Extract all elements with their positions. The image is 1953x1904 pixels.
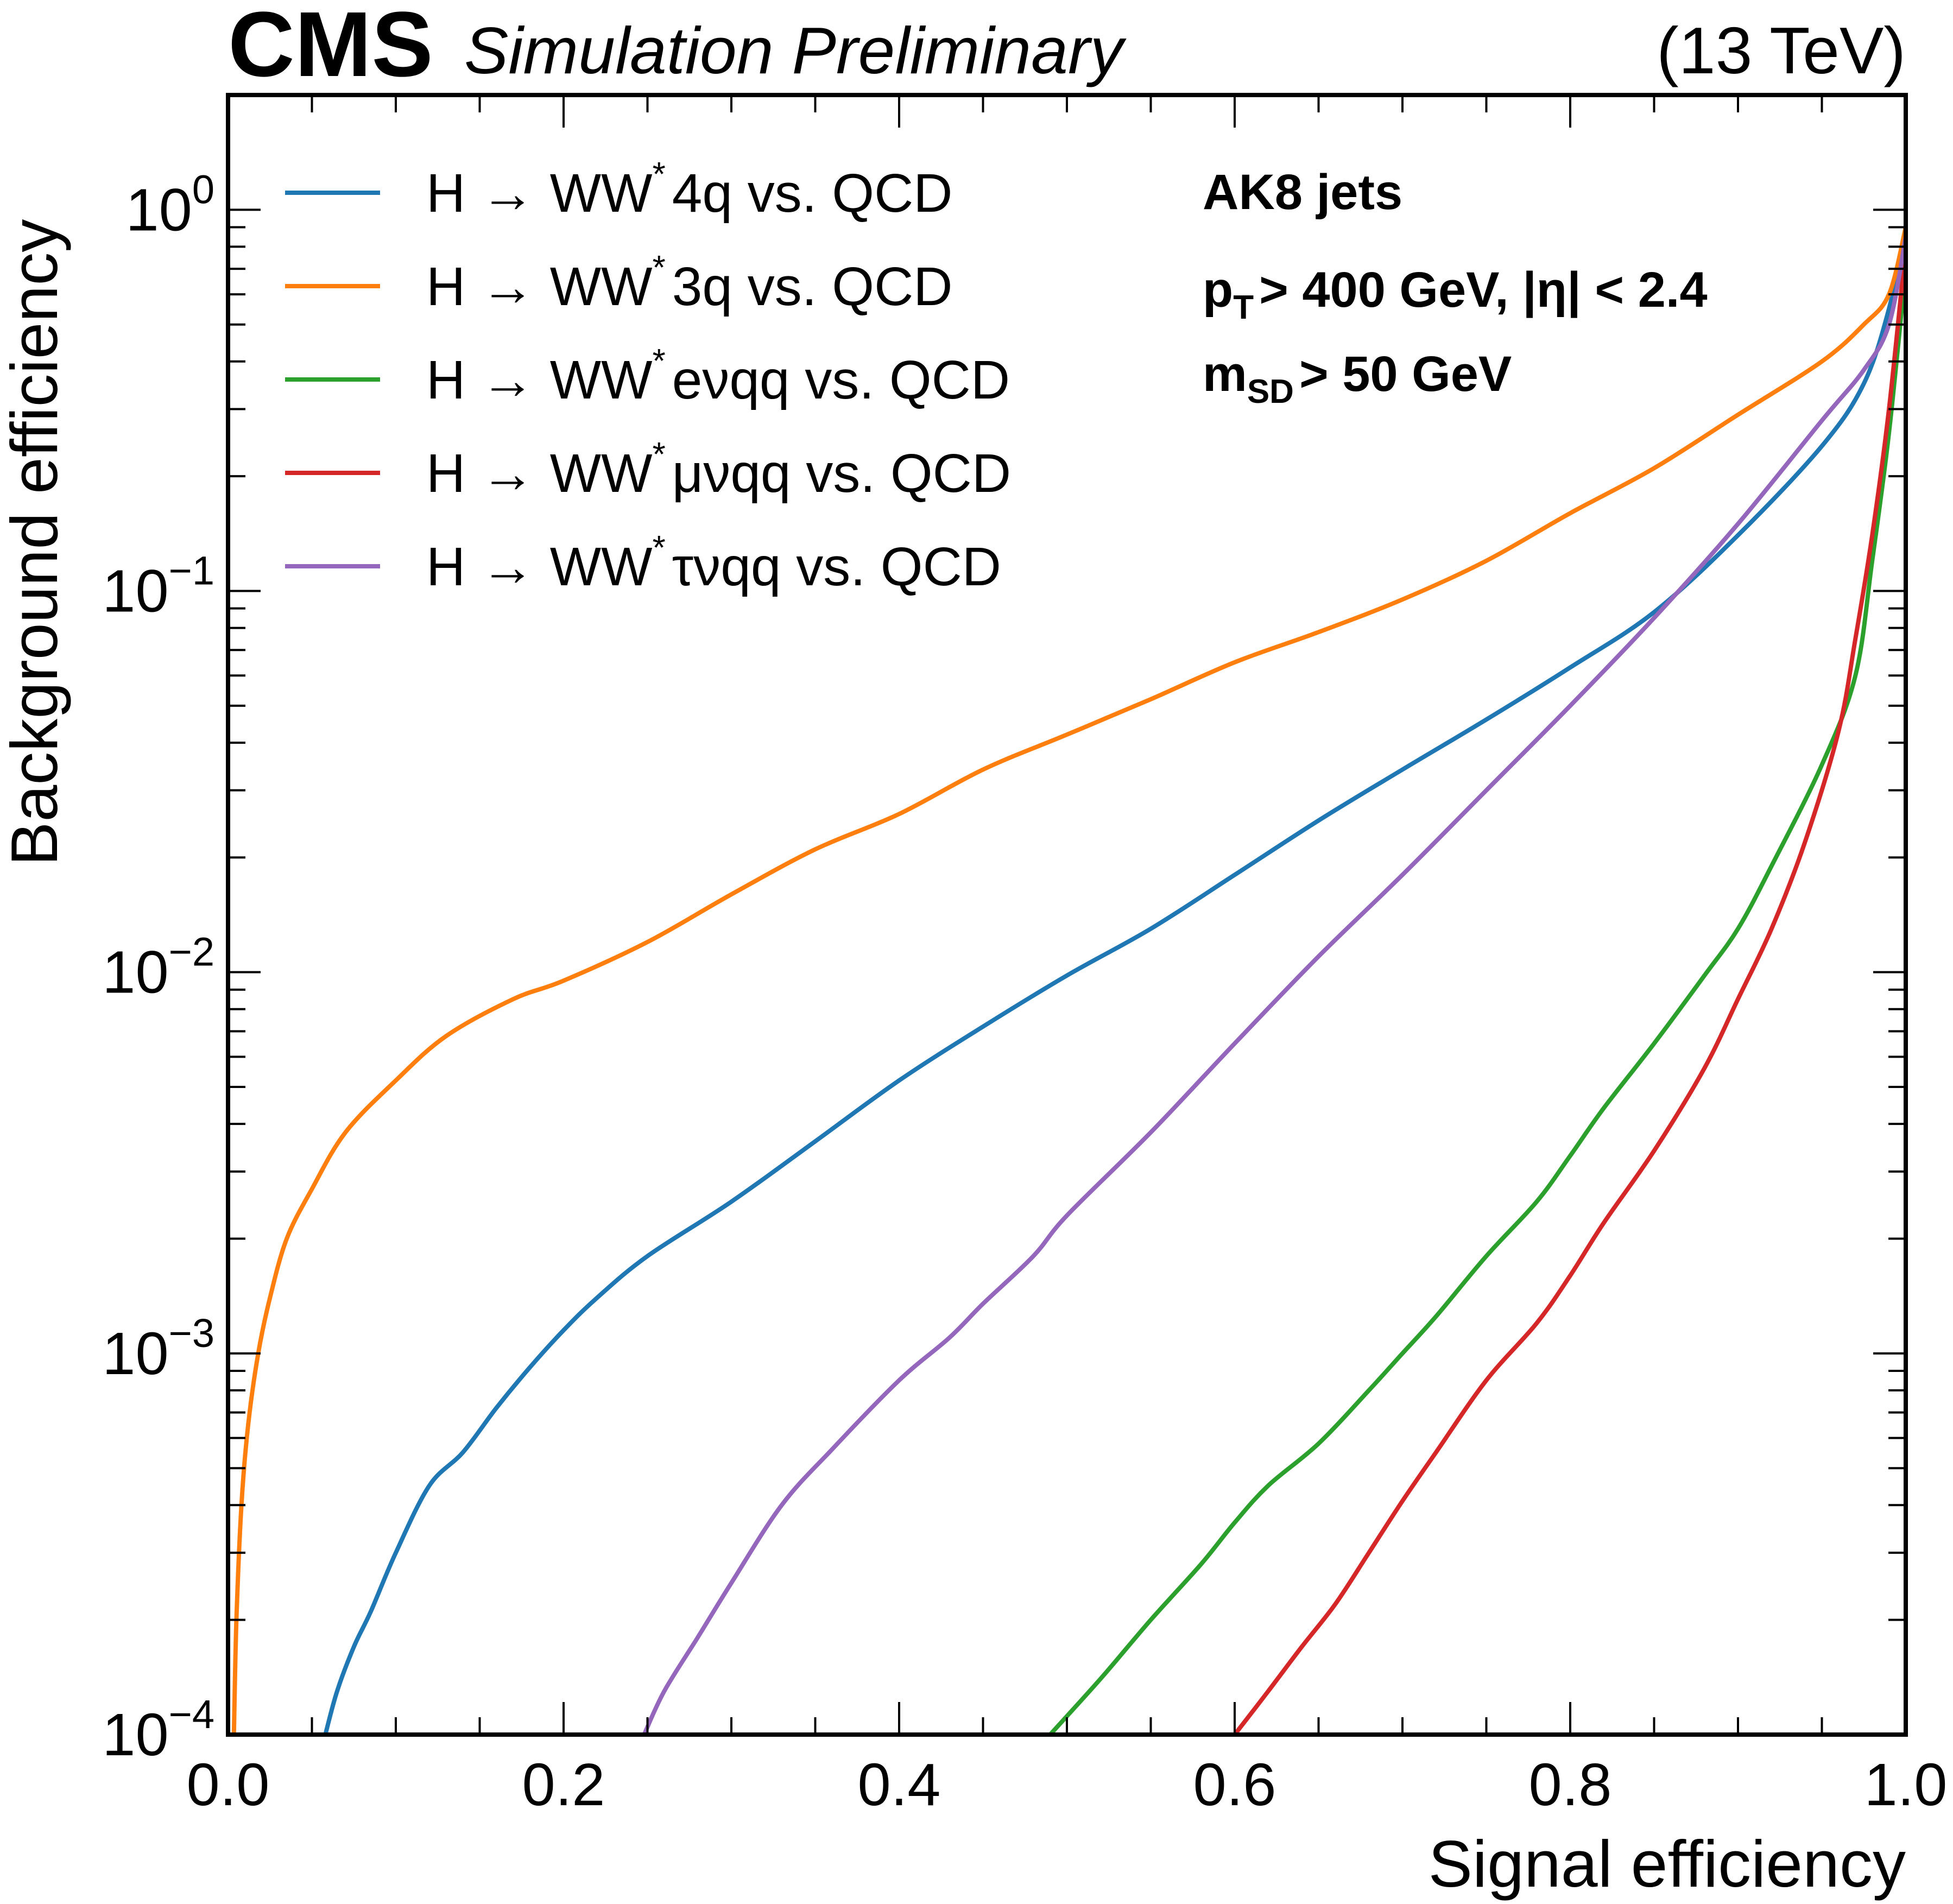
y-tick-exponent: −2 — [169, 929, 214, 975]
curves-group — [231, 226, 1906, 1735]
x-tick-label: 0.6 — [1193, 1751, 1276, 1818]
x-tick-label: 0.0 — [187, 1751, 270, 1818]
legend-suffix: 4q vs. QCD — [672, 163, 953, 224]
x-tick-label: 0.2 — [522, 1751, 605, 1818]
legend-entry-0: H → WW* 4q vs. QCD — [426, 156, 953, 224]
plot-frame — [226, 93, 1908, 1737]
legend-star: * — [653, 156, 666, 193]
x-tick-label: 1.0 — [1864, 1751, 1948, 1818]
y-tick-label: 100 — [125, 167, 214, 243]
msd-subscript: SD — [1247, 373, 1294, 410]
legend-prefix: H → WW — [426, 256, 653, 317]
msd-cut-annotation: mSD > 50 GeV — [1203, 346, 1512, 410]
legend-entry-2: H → WW* eνqq vs. QCD — [426, 343, 1010, 410]
legend-prefix: H → WW — [426, 536, 653, 597]
curve-series-0 — [323, 226, 1906, 1735]
legend-entry-1: H → WW* 3q vs. QCD — [426, 249, 953, 317]
curve-series-3 — [1233, 246, 1906, 1735]
y-tick-base: 10 — [125, 176, 192, 243]
msd-cut-text: > 50 GeV — [1299, 346, 1512, 402]
ticks-group — [227, 94, 1907, 1736]
legend-star: * — [653, 529, 666, 567]
legend-entry-3: H → WW* μνqq vs. QCD — [426, 436, 1011, 504]
legend-prefix: H → WW — [426, 443, 653, 504]
curve-series-1 — [231, 226, 1906, 1735]
x-tick-label: 0.8 — [1529, 1751, 1612, 1818]
curve-series-2 — [1048, 268, 1906, 1735]
y-tick-base: 10 — [102, 1320, 168, 1387]
y-tick-base: 10 — [102, 939, 168, 1006]
legend-prefix: H → WW — [426, 350, 653, 410]
y-tick-exponent: −1 — [169, 548, 214, 593]
legend-star: * — [653, 249, 666, 287]
legend-entry-4: H → WW* τνqq vs. QCD — [426, 529, 1001, 597]
legend-prefix: H → WW — [426, 163, 653, 224]
y-tick-base: 10 — [102, 1701, 168, 1768]
y-axis-label: Background efficiency — [0, 219, 71, 866]
pt-symbol: p — [1203, 262, 1233, 318]
y-tick-label: 10−2 — [102, 929, 214, 1006]
y-tick-label: 10−3 — [102, 1311, 214, 1387]
curve-series-4 — [642, 236, 1906, 1735]
x-tick-label: 0.4 — [858, 1751, 941, 1818]
y-tick-base: 10 — [102, 558, 168, 625]
pt-subscript: T — [1233, 289, 1254, 326]
pt-cut-text: > 400 GeV, |η| < 2.4 — [1259, 262, 1708, 318]
x-axis-label: Signal efficiency — [1429, 1827, 1906, 1901]
legend-suffix: τνqq vs. QCD — [672, 536, 1001, 597]
jets-annotation: AK8 jets — [1203, 165, 1402, 220]
y-tick-exponent: −3 — [169, 1311, 214, 1356]
y-tick-exponent: −4 — [169, 1692, 214, 1737]
y-tick-label: 10−4 — [102, 1692, 214, 1768]
legend-suffix: μνqq vs. QCD — [672, 443, 1011, 504]
y-tick-label: 10−1 — [102, 548, 214, 625]
x-tick-labels: 0.0 0.2 0.4 0.6 0.8 1.0 — [187, 1751, 1948, 1818]
legend-star: * — [653, 343, 666, 380]
energy-label: (13 TeV) — [1657, 14, 1906, 87]
msd-symbol: m — [1203, 346, 1247, 402]
status-label: Simulation Preliminary — [464, 14, 1127, 87]
experiment-label: CMS — [228, 0, 433, 96]
legend-suffix: 3q vs. QCD — [672, 256, 953, 317]
legend-star: * — [653, 436, 666, 473]
y-tick-exponent: 0 — [192, 167, 214, 212]
legend-suffix: eνqq vs. QCD — [672, 350, 1010, 410]
pt-cut-annotation: pT > 400 GeV, |η| < 2.4 — [1203, 262, 1708, 326]
